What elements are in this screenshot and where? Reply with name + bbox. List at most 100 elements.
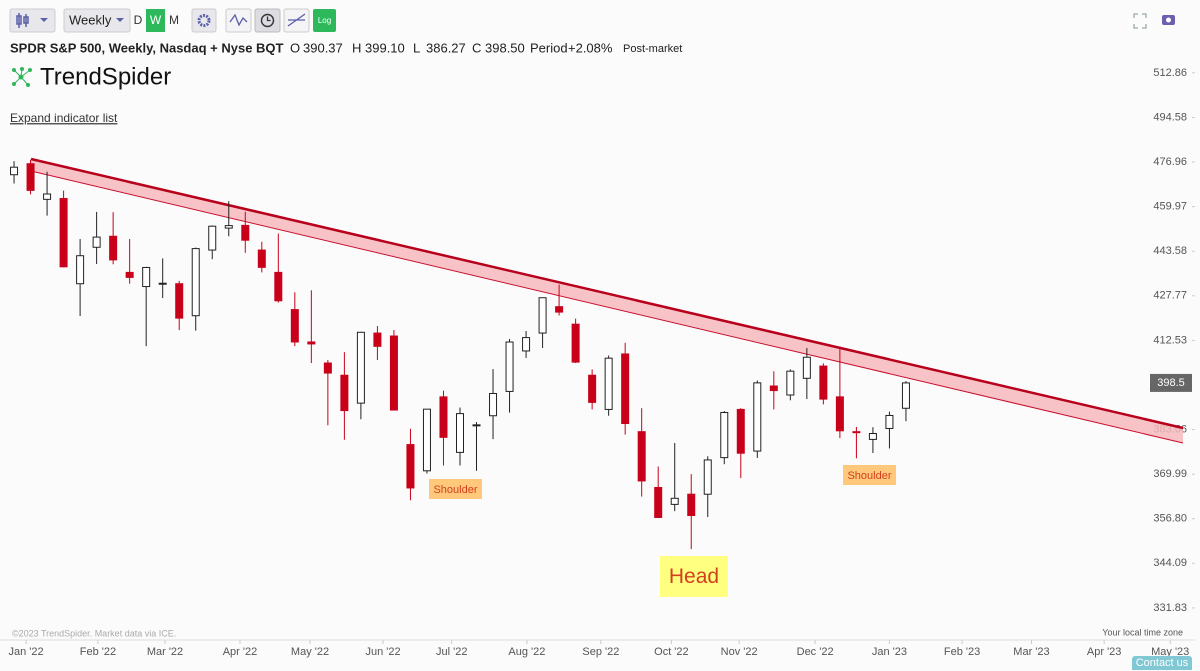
candle-body	[406, 444, 415, 489]
candle-body	[753, 382, 762, 452]
period-label: Period	[530, 40, 568, 55]
candle-body	[274, 271, 283, 302]
candle-body	[191, 248, 200, 317]
candle-body	[10, 166, 19, 176]
candle-body	[422, 408, 431, 472]
candle-body	[901, 382, 910, 409]
x-tick-label: May '22	[291, 646, 329, 658]
candle-body	[720, 412, 729, 459]
interval-label: Weekly	[69, 12, 112, 27]
x-tick-label: Mar '23	[1013, 646, 1049, 658]
candle-body	[307, 341, 316, 345]
y-tick-label: 512.86	[1153, 67, 1187, 79]
expand-link[interactable]: Expand indicator list	[10, 111, 118, 125]
readout-key: O	[290, 40, 300, 55]
candle-body	[802, 356, 811, 379]
candle-body	[472, 424, 481, 427]
candle-body	[59, 198, 68, 268]
ohlc-readout: O 390.37 H 399.10 L 386.27 C 398.50	[290, 40, 525, 55]
x-tick-label: Aug '22	[508, 646, 545, 658]
last-price-label: 398.5	[1157, 377, 1185, 389]
candle-body	[522, 337, 531, 352]
candle-body	[439, 396, 448, 438]
y-tick-label: 476.96	[1153, 156, 1187, 168]
x-tick-label: Apr '22	[223, 646, 258, 658]
fullscreen-icon[interactable]	[1133, 13, 1147, 29]
readout-value: 399.10	[365, 40, 405, 55]
period-button[interactable]: W	[150, 13, 162, 27]
candle-body	[257, 249, 266, 268]
period-active-bg	[146, 9, 165, 32]
footer-timezone: Your local time zone	[1102, 627, 1183, 637]
candle-body	[538, 297, 547, 334]
log-label: Log	[318, 16, 331, 25]
candle-body	[142, 266, 151, 288]
candle-body	[637, 431, 646, 482]
resistance-band	[31, 159, 1183, 443]
log-button[interactable]	[313, 9, 336, 32]
annotation-label: Shoulder	[433, 484, 477, 496]
logo-text: TrendSpider	[40, 63, 171, 90]
x-tick-label: Dec '22	[797, 646, 834, 658]
symbol-title: SPDR S&P 500, Weekly, Nasdaq + Nyse BQT	[10, 40, 284, 55]
candle-body	[621, 353, 630, 424]
candle-body	[158, 282, 167, 285]
candle-body	[703, 459, 712, 495]
annotation-label: Shoulder	[847, 470, 891, 482]
plot-area: 512.86 494.58 476.96 459.97 443.58 427.77 412.…	[9, 67, 1195, 658]
camera-lens	[1166, 17, 1171, 23]
x-tick-label: Jun '22	[365, 646, 400, 658]
resistance-line-lower	[30, 170, 1184, 444]
candle-body	[505, 341, 514, 392]
period-button[interactable]: M	[169, 13, 179, 27]
candle-body	[654, 486, 663, 518]
candle-body	[489, 392, 498, 417]
candle-body	[852, 431, 861, 434]
candle-body	[588, 374, 597, 403]
candle-body	[555, 306, 564, 313]
tool-icon	[287, 13, 306, 27]
tool-button[interactable]	[225, 8, 252, 33]
candle-body	[455, 413, 464, 453]
x-tick-label: Apr '23	[1087, 646, 1122, 658]
candle-body	[26, 163, 35, 191]
candle-body	[92, 236, 101, 248]
y-tick-label: 356.80	[1153, 513, 1187, 525]
candle-body	[208, 225, 217, 251]
y-tick-label: 459.97	[1153, 201, 1187, 213]
chart-type-button[interactable]	[9, 8, 56, 33]
annotation-label: Head	[669, 565, 719, 588]
candle-body	[670, 497, 679, 505]
candle-body	[373, 332, 382, 347]
dropdown-arrow	[40, 18, 48, 22]
session-label: Post-market	[623, 43, 682, 55]
candle-body	[604, 357, 613, 410]
y-tick-label: 427.77	[1153, 290, 1187, 302]
annotation-box	[660, 556, 728, 597]
logo-icon	[12, 67, 32, 87]
x-tick-label: Jan '22	[9, 646, 44, 658]
period-change: +2.08%	[568, 40, 613, 55]
candle-body	[323, 362, 332, 374]
resistance-line	[30, 157, 1184, 430]
candle-icon	[16, 13, 29, 28]
interval-dropdown[interactable]	[63, 8, 131, 33]
candle-body	[43, 193, 52, 200]
readout-value: 390.37	[303, 40, 343, 55]
candle-body	[786, 370, 795, 396]
period-button[interactable]: D	[134, 13, 143, 27]
readout-value: 398.50	[485, 40, 525, 55]
candle-body	[819, 365, 828, 400]
contact-button[interactable]: Contact us	[1132, 656, 1192, 670]
readout-key: C	[472, 40, 481, 55]
settings-button[interactable]	[191, 8, 217, 33]
x-tick-label: Feb '23	[944, 646, 980, 658]
readout-key: H	[352, 40, 361, 55]
y-tick-label: 412.53	[1153, 334, 1187, 346]
readout-value: 386.27	[426, 40, 466, 55]
candle-body	[885, 414, 894, 429]
candle-body	[109, 235, 118, 261]
y-tick-label: 369.99	[1153, 468, 1187, 480]
annotation-box	[429, 479, 482, 499]
tool-icon	[229, 13, 248, 27]
